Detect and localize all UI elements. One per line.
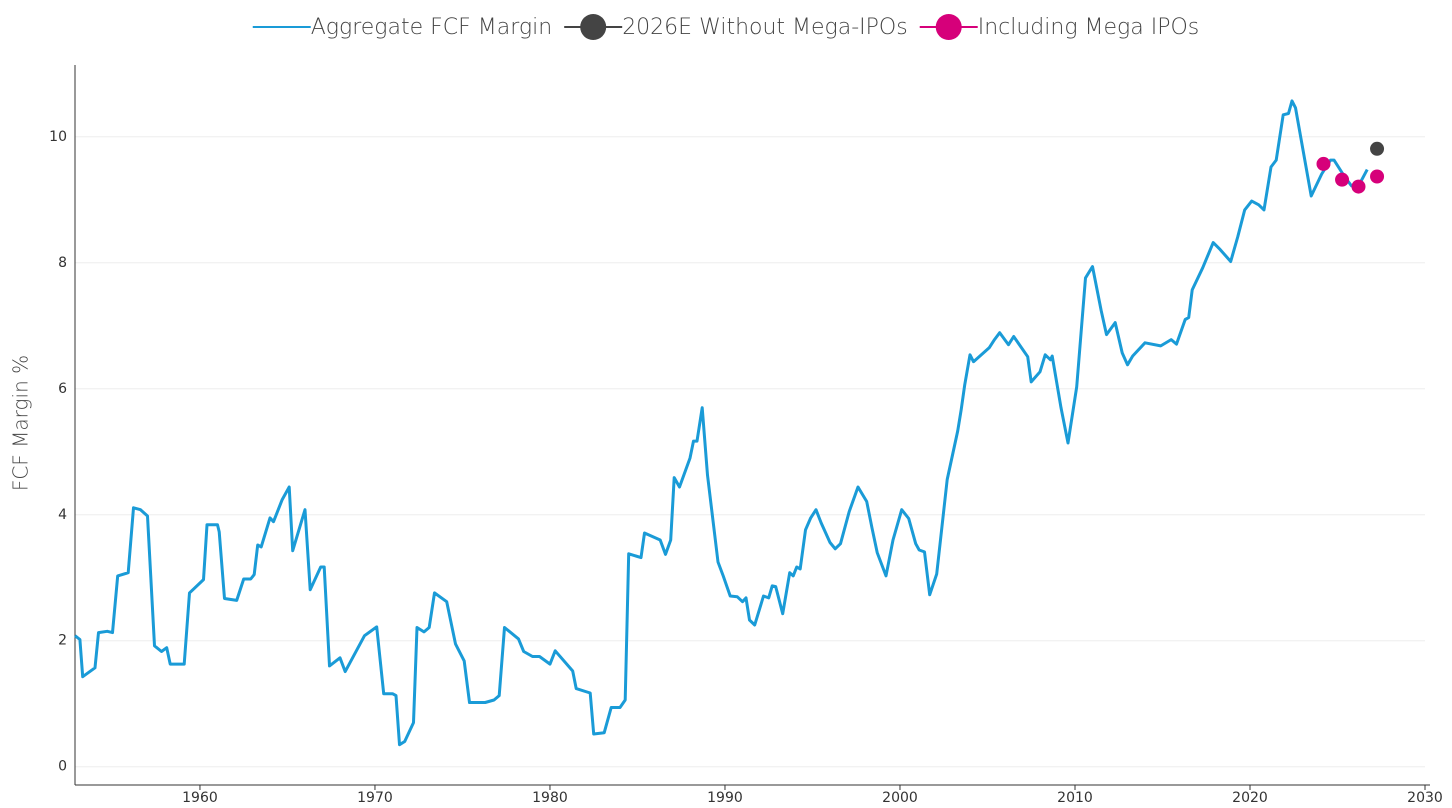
y-tick-label: 2 bbox=[58, 633, 67, 649]
x-tick-label: 1990 bbox=[707, 790, 743, 806]
point bbox=[1370, 141, 1385, 156]
x-tick-label: 1980 bbox=[532, 790, 568, 806]
legend-marker bbox=[935, 14, 962, 40]
legend-label: Aggregate FCF Margin bbox=[311, 15, 552, 40]
legend-label: 2026E Without Mega-IPOs bbox=[622, 15, 908, 40]
y-tick-label: 6 bbox=[58, 381, 67, 397]
legend-swatch bbox=[564, 14, 623, 40]
legend-swatch bbox=[919, 14, 978, 40]
x-tick-label: 2010 bbox=[1057, 790, 1093, 806]
legend-label: Including Mega IPOs bbox=[978, 15, 1200, 40]
y-axis-label: FCF Margin % bbox=[9, 355, 33, 491]
y-tick-label: 4 bbox=[58, 507, 67, 523]
y-tick-label: 10 bbox=[49, 129, 67, 145]
legend-marker bbox=[580, 14, 607, 40]
y-tick-label: 8 bbox=[58, 255, 67, 271]
x-tick-label: 2000 bbox=[882, 790, 918, 806]
y-tick-label: 0 bbox=[58, 759, 67, 775]
point bbox=[1351, 179, 1366, 194]
x-tick-label: 1970 bbox=[357, 790, 393, 806]
point bbox=[1335, 172, 1350, 187]
x-tick-label: 1960 bbox=[182, 790, 218, 806]
series-line bbox=[74, 99, 1369, 747]
point bbox=[1316, 156, 1331, 171]
x-tick-label: 2020 bbox=[1232, 790, 1268, 806]
x-tick-label: 2030 bbox=[1407, 790, 1443, 806]
point bbox=[1370, 169, 1385, 184]
